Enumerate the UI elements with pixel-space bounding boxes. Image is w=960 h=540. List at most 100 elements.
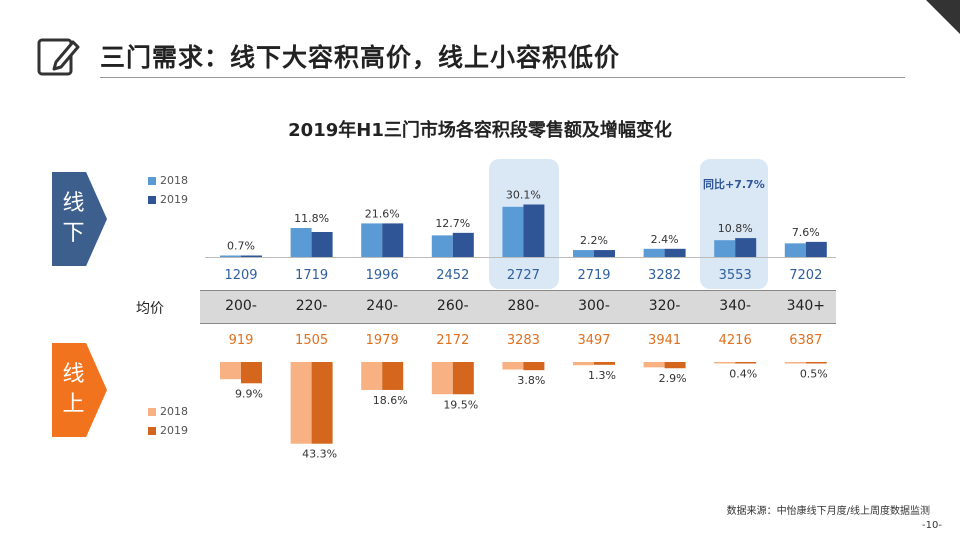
legend-label-online-2019: 2019	[160, 424, 188, 437]
avg-price-offline-3: 2452	[436, 268, 470, 283]
avg-price-online-0: 919	[228, 333, 254, 348]
offline-legend: 2018 2019	[148, 174, 188, 206]
bar-offline-2019-4	[523, 204, 545, 257]
growth-label-offline-3: 12.7%	[435, 217, 470, 230]
avg-price-online-4: 3283	[506, 333, 540, 348]
growth-label-offline-4: 30.1%	[506, 189, 541, 202]
growth-label-offline-0: 0.7%	[227, 240, 255, 253]
highlight-box-340	[700, 159, 768, 289]
segment-label-1: 220-	[295, 298, 328, 314]
bar-offline-2019-5	[594, 250, 615, 257]
avg-price-offline-1: 1719	[295, 268, 329, 283]
avg-price-offline-6: 3282	[648, 268, 682, 283]
growth-label-offline-5: 2.2%	[580, 234, 608, 247]
segment-label-6: 320-	[648, 298, 681, 314]
legend-swatch-offline-2018	[148, 177, 156, 185]
growth-label-offline-2: 21.6%	[365, 207, 400, 220]
growth-label-offline-1: 11.8%	[294, 212, 329, 225]
bar-online-2018-7	[714, 362, 736, 364]
growth-label-offline-6: 2.4%	[651, 233, 679, 246]
edit-icon	[37, 38, 80, 76]
legend-swatch-offline-2019	[148, 196, 156, 204]
avg-price-label: 均价	[136, 301, 164, 317]
legend-label-online-2018: 2018	[160, 405, 188, 418]
avg-price-offline-0: 1209	[224, 268, 258, 283]
bar-offline-2018-8	[784, 243, 806, 257]
bar-offline-2019-0	[241, 255, 262, 257]
band-top-line	[200, 290, 836, 291]
segment-label-5: 300-	[578, 298, 610, 314]
growth-label-online-4: 3.8%	[517, 374, 545, 387]
legend-swatch-online-2018	[148, 408, 156, 416]
bar-online-2018-0	[220, 362, 241, 380]
segment-label-7: 340-	[719, 298, 752, 314]
avg-price-offline-2: 1996	[365, 268, 399, 283]
segment-label-4: 280-	[507, 298, 540, 314]
segment-label-8: 340+	[786, 298, 826, 314]
data-source: 数据来源：中怡康线下月度/线上周度数据监测	[726, 506, 930, 517]
bar-offline-2019-6	[664, 248, 686, 257]
avg-price-online-8: 6387	[789, 333, 823, 348]
bar-offline-2018-4	[502, 206, 524, 257]
bar-online-2018-1	[290, 362, 312, 444]
band-bottom-line	[200, 323, 836, 324]
bar-online-2019-1	[311, 362, 333, 444]
bar-online-2019-7	[735, 362, 757, 364]
online-legend: 2018 2019	[148, 405, 188, 437]
avg-price-online-3: 2172	[436, 333, 470, 348]
avg-price-online-1: 1505	[295, 333, 329, 348]
offline-tag-char-1: 线	[62, 191, 85, 216]
bar-offline-2019-2	[382, 223, 404, 257]
segment-label-2: 240-	[366, 298, 399, 314]
growth-label-online-0: 9.9%	[235, 387, 263, 400]
growth-label-online-2: 18.6%	[373, 394, 408, 407]
growth-label-online-7: 0.4%	[729, 368, 757, 381]
avg-price-online-6: 3941	[648, 333, 682, 348]
segment-label-3: 260-	[436, 298, 469, 314]
bar-online-2019-0	[241, 362, 262, 384]
online-tag-char-1: 线	[62, 362, 85, 387]
bar-online-2018-2	[361, 362, 383, 390]
page-number: -10-	[922, 520, 942, 531]
bar-online-2018-8	[784, 362, 806, 364]
offline-tag-char-2: 下	[62, 221, 85, 246]
legend-label-offline-2018: 2018	[160, 174, 188, 187]
category-band	[200, 291, 836, 323]
page-title: 三门需求：线下大容积高价，线上小容积低价	[100, 43, 621, 72]
growth-label-online-5: 1.3%	[588, 369, 616, 382]
bar-offline-2018-1	[290, 228, 312, 257]
bar-offline-2019-8	[805, 241, 827, 257]
avg-price-offline-4: 2727	[506, 268, 540, 283]
corner-decoration	[926, 0, 960, 34]
bar-online-2019-4	[523, 362, 545, 371]
legend-item-online-2018: 2018	[148, 405, 188, 418]
legend-item-offline-2019: 2019	[148, 193, 188, 206]
bar-offline-2019-3	[452, 232, 474, 257]
growth-label-offline-8: 7.6%	[792, 226, 820, 239]
bar-offline-2018-3	[431, 235, 453, 257]
avg-price-offline-7: 3553	[718, 268, 752, 283]
bar-offline-2019-1	[311, 232, 333, 257]
avg-price-offline-5: 2719	[577, 268, 611, 283]
chart-title: 2019年H1三门市场各容积段零售额及增幅变化	[288, 120, 672, 141]
legend-item-online-2019: 2019	[148, 424, 188, 437]
bar-offline-2018-7	[714, 240, 736, 257]
bar-offline-2018-2	[361, 223, 383, 257]
online-tag-char-2: 上	[62, 392, 85, 417]
bar-offline-2018-5	[573, 250, 594, 257]
legend-swatch-online-2019	[148, 427, 156, 435]
growth-label-online-1: 43.3%	[302, 448, 337, 461]
legend-label-offline-2019: 2019	[160, 193, 188, 206]
bar-online-2019-6	[664, 362, 686, 369]
avg-price-online-2: 1979	[365, 333, 399, 348]
bar-online-2018-3	[431, 362, 453, 395]
growth-label-offline-7: 10.8%	[718, 222, 753, 235]
avg-price-offline-8: 7202	[789, 268, 823, 283]
growth-label-online-8: 0.5%	[800, 368, 828, 381]
legend-item-offline-2018: 2018	[148, 174, 188, 187]
bar-online-2019-8	[805, 362, 827, 364]
bar-offline-2019-7	[735, 238, 757, 257]
bar-online-2018-4	[502, 362, 524, 370]
yoy-annotation: 同比+7.7%	[703, 178, 765, 191]
